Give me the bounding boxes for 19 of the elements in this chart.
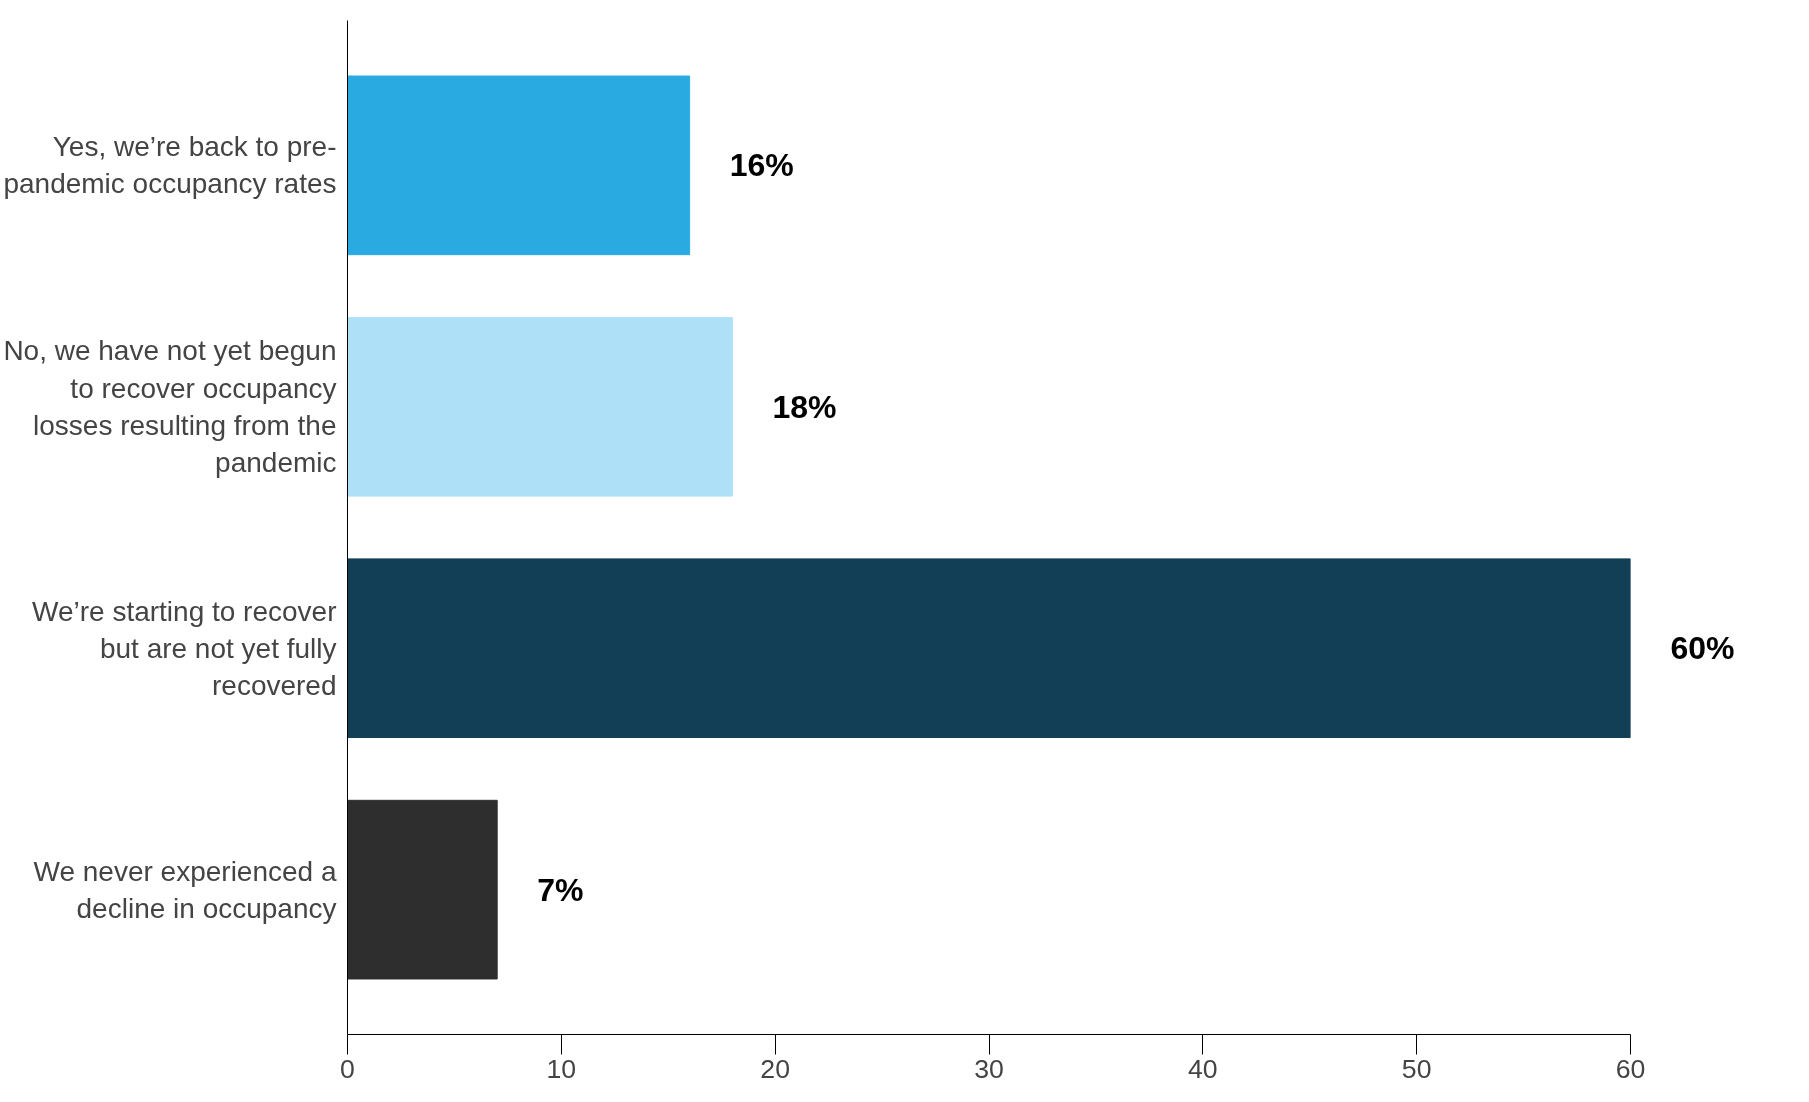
x-tick-label: 10: [546, 1053, 577, 1084]
bar: [347, 75, 691, 256]
y-tick-label: Yes, we’re back to pre-pandemic occupancy rates: [3, 131, 337, 200]
x-tick-label: 20: [760, 1053, 790, 1084]
bar: [347, 316, 733, 497]
x-tick-label: 30: [974, 1053, 1004, 1084]
y-tick-label: No, we have not yet begun to recover occupancy losses resulting from the pandemic: [3, 335, 337, 479]
bar: [347, 558, 1631, 739]
data-label: 7%: [537, 871, 584, 908]
data-label: 60%: [1670, 630, 1735, 667]
data-label: 18%: [772, 388, 837, 425]
y-tick-label: We never experienced a decline in occupancy: [33, 855, 337, 924]
x-tick-label: 0: [340, 1053, 355, 1084]
data-label: 16%: [729, 147, 794, 184]
x-tick-label: 60: [1615, 1053, 1646, 1084]
x-tick-label: 50: [1401, 1053, 1432, 1084]
x-tick-label: 40: [1188, 1053, 1218, 1084]
y-tick-label: We’re starting to recover but are not yet fully recovered: [32, 595, 337, 701]
bar: [347, 799, 498, 980]
